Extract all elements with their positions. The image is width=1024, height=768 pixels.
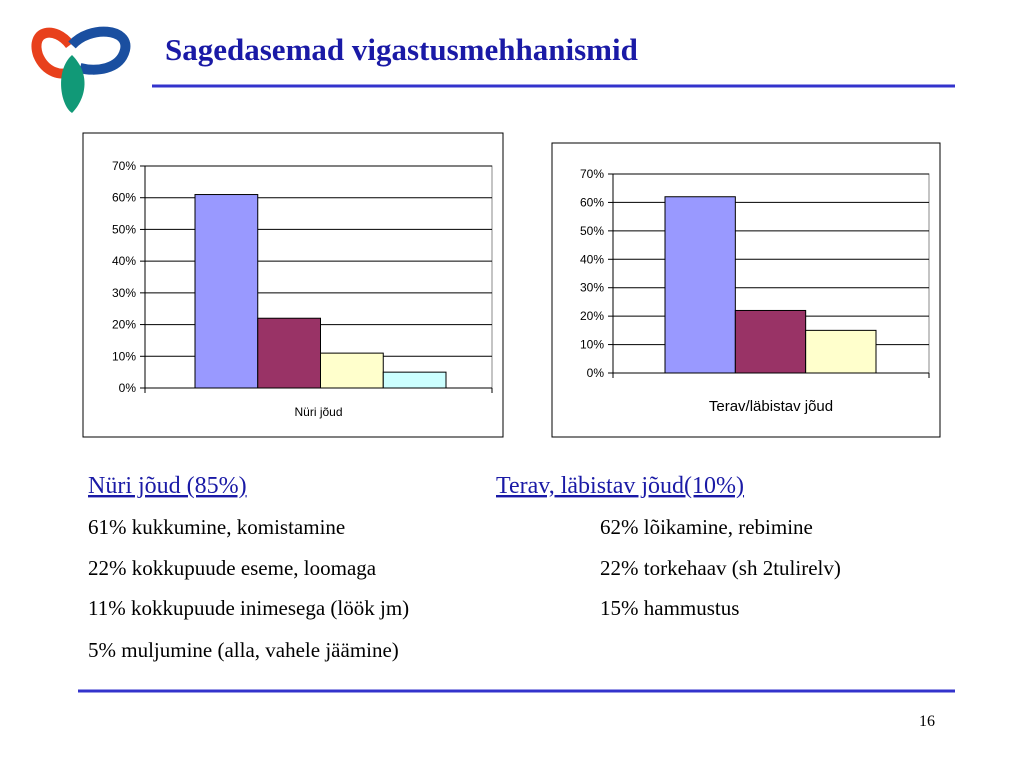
y-tick-label: 30% — [112, 286, 136, 300]
y-tick-label: 30% — [580, 281, 604, 295]
y-tick-label: 10% — [112, 349, 136, 363]
page-number: 16 — [919, 713, 935, 730]
y-tick-label: 0% — [587, 366, 605, 380]
y-tick-label: 20% — [580, 309, 604, 323]
text-line: 61% kukkumine, komistamine — [88, 515, 345, 539]
y-tick-label: 60% — [112, 191, 136, 205]
bar — [734, 309, 807, 374]
section-heading: Terav, läbistav jõud(10%) — [496, 473, 744, 499]
y-tick-label: 50% — [580, 224, 604, 238]
x-tick-label: Nüri jõud — [294, 405, 342, 419]
y-tick-label: 70% — [580, 167, 604, 181]
x-tick-label: Terav/läbistav jõud — [709, 398, 833, 415]
y-tick-label: 40% — [580, 252, 604, 266]
bar — [805, 329, 877, 374]
bar — [382, 371, 447, 389]
text-line: 62% lõikamine, rebimine — [600, 515, 813, 539]
y-tick-label: 0% — [119, 381, 137, 395]
bar — [664, 196, 736, 374]
y-tick-label: 50% — [112, 222, 136, 236]
text-line: 11% kokkupuude inimesega (löök jm) — [88, 596, 409, 620]
y-tick-label: 60% — [580, 195, 604, 209]
bar — [194, 194, 259, 389]
text-line: 15% hammustus — [600, 596, 739, 620]
bar — [320, 352, 384, 389]
y-tick-label: 20% — [112, 318, 136, 332]
text-line: 22% kokkupuude eseme, loomaga — [88, 556, 377, 580]
y-tick-label: 70% — [112, 159, 136, 173]
text-line: 22% torkehaav (sh 2tulirelv) — [600, 556, 841, 580]
slide-title: Sagedasemad vigastusmehhanismid — [165, 32, 638, 67]
text-line: 5% muljumine (alla, vahele jäämine) — [88, 638, 399, 662]
y-tick-label: 40% — [112, 254, 136, 268]
logo — [31, 26, 131, 113]
section-heading: Nüri jõud (85%) — [88, 473, 247, 499]
y-tick-label: 10% — [580, 338, 604, 352]
bar — [257, 317, 321, 389]
